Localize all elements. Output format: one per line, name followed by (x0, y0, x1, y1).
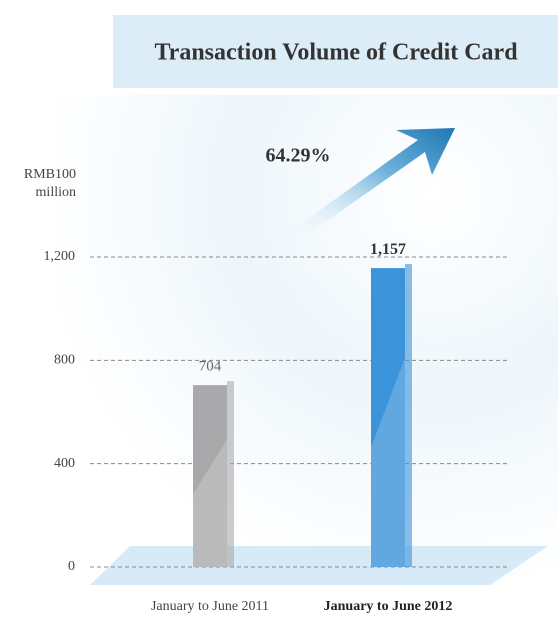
y-tick-label: 0 (68, 559, 75, 574)
annotation: 64.29% (266, 145, 331, 167)
bar (371, 268, 405, 567)
growth-arrow (285, 128, 455, 240)
bar-highlight (193, 439, 227, 567)
x-tick-label: January to June 2011 (151, 599, 269, 614)
floor (90, 546, 548, 585)
value-label: 1,157 (370, 241, 406, 258)
bar-highlight (371, 357, 405, 567)
title-box (113, 15, 558, 88)
chart-title: Transaction Volume of Credit Card (154, 40, 518, 66)
value-label: 704 (199, 359, 222, 375)
x-tick-label: January to June 2012 (324, 599, 453, 614)
bar (193, 385, 227, 567)
y-tick-label: 400 (54, 456, 75, 471)
bar-side (227, 381, 234, 567)
background-glow (60, 95, 558, 595)
bar-side (405, 264, 412, 567)
y-tick-label: 800 (54, 353, 75, 368)
y-axis-label: RMB100 million (23, 167, 76, 200)
y-tick-label: 1,200 (44, 249, 76, 264)
